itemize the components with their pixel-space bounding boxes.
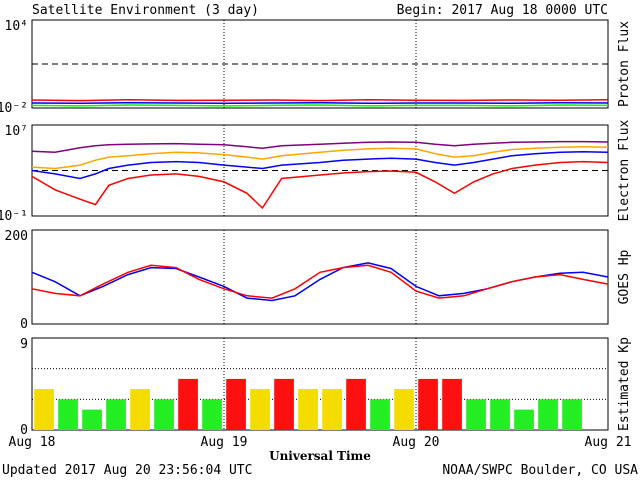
kp-bar bbox=[130, 389, 150, 430]
kp-bar bbox=[466, 399, 486, 430]
electron-flux-series-red bbox=[31, 160, 609, 210]
y-axis-label: Proton Flux bbox=[617, 21, 632, 107]
estimated-kp-panel: 9 0 Estimated Kp bbox=[20, 337, 632, 438]
electron-flux-series-purple bbox=[31, 140, 609, 154]
electron-flux-panel: 10⁷ 10⁻¹ Electron Flux bbox=[0, 119, 632, 224]
kp-bar bbox=[514, 409, 534, 430]
x-tick-label: Aug 20 bbox=[393, 435, 440, 450]
proton-flux-panel: 10⁴ 10⁻² Proton Flux bbox=[0, 19, 632, 116]
kp-bar bbox=[274, 378, 294, 430]
kp-bar bbox=[34, 389, 54, 430]
x-axis-ticks: Aug 18 Aug 19 Aug 20 Aug 21 bbox=[9, 435, 632, 450]
y-tick-label-top: 200 bbox=[5, 229, 28, 244]
kp-bar bbox=[418, 378, 438, 430]
kp-bar bbox=[298, 389, 318, 430]
goes-hp-series-red bbox=[31, 264, 609, 299]
kp-bar bbox=[490, 399, 510, 430]
proton-flux-series-green bbox=[31, 104, 609, 107]
y-tick-label-top: 10⁷ bbox=[5, 124, 28, 139]
kp-bar bbox=[250, 389, 270, 430]
electron-flux-series-orange bbox=[31, 146, 609, 170]
y-axis-label: Electron Flux bbox=[617, 119, 632, 221]
electron-flux-series-blue bbox=[31, 150, 609, 180]
electron-flux-frame bbox=[31, 124, 609, 217]
kp-bar bbox=[322, 389, 342, 430]
y-axis-label: Estimated Kp bbox=[617, 337, 632, 431]
x-tick-label: Aug 18 bbox=[9, 435, 56, 450]
y-axis-label: GOES Hp bbox=[617, 249, 632, 304]
proton-flux-frame bbox=[31, 19, 609, 109]
proton-flux-series-red bbox=[31, 99, 609, 102]
y-tick-label-top: 10⁴ bbox=[5, 19, 28, 34]
x-tick-label: Aug 19 bbox=[201, 435, 248, 450]
y-tick-label-bottom: 10⁻¹ bbox=[0, 209, 28, 224]
x-axis-title: Universal Time bbox=[269, 449, 371, 463]
kp-bar bbox=[346, 378, 366, 430]
kp-bar bbox=[58, 399, 78, 430]
begin-time: Begin: 2017 Aug 18 0000 UTC bbox=[397, 3, 608, 18]
kp-bar bbox=[106, 399, 126, 430]
kp-bar bbox=[154, 399, 174, 430]
goes-hp-panel: 200 0 GOES Hp bbox=[5, 229, 632, 332]
proton-flux-series-blue bbox=[31, 101, 609, 105]
kp-bar bbox=[562, 399, 582, 430]
y-tick-label-bottom: 0 bbox=[20, 423, 28, 438]
kp-bar bbox=[394, 389, 414, 430]
y-tick-label-bottom: 10⁻² bbox=[0, 101, 28, 116]
kp-bar bbox=[82, 409, 102, 430]
goes-hp-series-blue bbox=[31, 262, 609, 302]
kp-bar bbox=[442, 378, 462, 430]
kp-bar bbox=[202, 399, 222, 430]
updated-timestamp: Updated 2017 Aug 20 23:56:04 UTC bbox=[2, 463, 252, 478]
credit-text: NOAA/SWPC Boulder, CO USA bbox=[442, 463, 638, 478]
estimated-kp-frame bbox=[31, 337, 609, 431]
y-tick-label-bottom: 0 bbox=[20, 317, 28, 332]
y-tick-label-top: 9 bbox=[20, 337, 28, 352]
kp-bar bbox=[178, 378, 198, 430]
kp-bar bbox=[370, 399, 390, 430]
kp-bar bbox=[538, 399, 558, 430]
kp-bar bbox=[226, 378, 246, 430]
x-tick-label: Aug 21 bbox=[585, 435, 632, 450]
chart-title: Satellite Environment (3 day) bbox=[32, 3, 259, 18]
